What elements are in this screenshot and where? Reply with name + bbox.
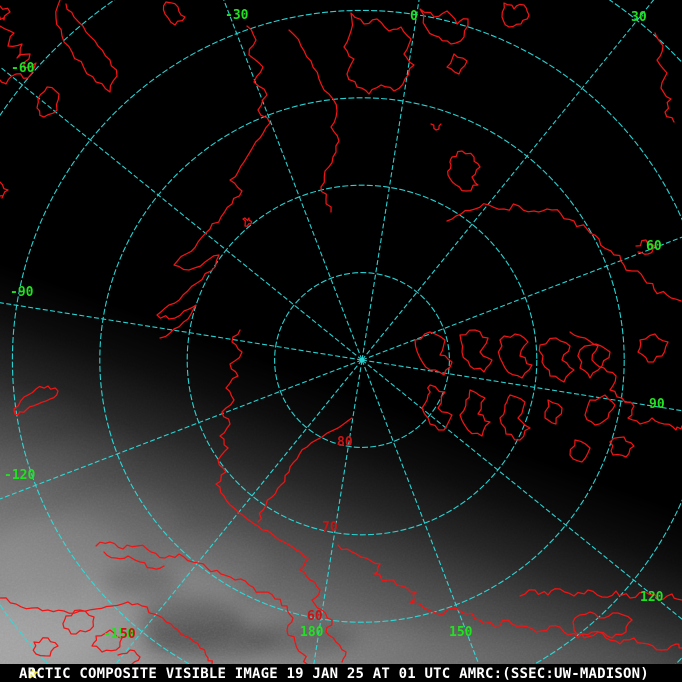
meridian-line-30 [361,0,655,361]
coastline-overlay [0,0,682,664]
coastline-path [446,203,682,302]
coastline-path [519,588,682,601]
lon-label-180: 180 [300,625,324,640]
coastline-path [577,343,611,379]
lat-label-60: 60 [307,609,323,624]
lon-label-120: 120 [640,590,664,605]
lon-label--60: -60 [11,61,35,76]
coastline-path [572,611,633,639]
meridian-line-150 [361,359,480,664]
meridian-line-120 [361,359,682,620]
meridian-line--60 [0,66,363,361]
coastline-path [569,331,682,431]
coastline-path [215,329,259,527]
coastline-path [497,333,533,379]
meridian-line--150 [115,359,363,664]
coastline-path [654,32,675,123]
coastline-path [0,25,37,85]
coastline-path [209,25,271,230]
coastline-path [288,29,340,213]
coastline-path [609,436,635,458]
coastline-path [501,2,530,28]
satellite-map: -60 -30 0 30 60 90 120 150 180 -150 -120 -90 80 70 60 5… [0,0,682,664]
image-noise-texture [0,0,682,664]
map-overlay-svg [0,0,682,664]
coastline-path [343,12,415,95]
coastline-path [538,337,575,383]
lat-label-70: 70 [322,520,338,535]
coastline-path [117,649,141,664]
coastline-path [459,329,493,373]
status-bar: ARCTIC COMPOSITE VISIBLE IMAGE 19 JAN 25… [0,664,682,682]
lon-label-0: 0 [410,9,418,24]
latitude-circle-60 [99,97,625,623]
coastline-path [419,8,469,45]
lon-label-90: 90 [649,397,665,412]
meridian-line--180 [313,359,363,664]
latitude-circle-70 [186,184,538,536]
coastline-path [95,541,308,664]
lon-label--90: -90 [10,285,34,300]
coastline-path [162,1,186,26]
coastline-path [0,5,11,21]
meridian-line--90 [0,302,363,361]
lat-label-80: 80 [337,435,353,450]
coastline-path [635,239,655,255]
coastline-path [91,629,123,653]
station-marker-icon [28,667,38,679]
coastline-path [257,417,353,523]
lat-label-50: 50 [120,627,136,642]
coastline-path [103,551,165,570]
lon-label--150: -150 [103,627,135,642]
coastline-path [156,228,220,339]
coastline-path [32,637,59,657]
meridian-line--30 [223,0,363,361]
coastline-path [62,609,95,635]
meridian-line-90 [361,359,682,412]
coastline-path [0,597,213,664]
coastline-path [421,384,453,431]
coastline-path [55,0,118,93]
coastline-path [446,53,468,75]
coastline-path [544,399,563,425]
coastline-path [447,150,481,192]
coastline-path [242,217,253,227]
coastline-path [337,544,682,651]
coastline-path [569,439,591,463]
coastline-path [257,525,347,663]
coastline-path [430,123,442,131]
coastline-path [637,333,669,363]
meridian-line--120 [0,359,363,500]
coastline-path [36,86,60,118]
coastline-path [414,331,453,376]
coastline-path [459,389,491,437]
meridian-line-0 [361,0,420,361]
coastline-path [0,181,9,199]
coastline-path [13,385,59,416]
meridian-line-60 [361,236,682,361]
status-bar-text: ARCTIC COMPOSITE VISIBLE IMAGE 19 JAN 25… [19,666,649,682]
lon-label--30: -30 [225,8,249,23]
coastline-path [584,394,616,426]
coastline-path [499,394,531,441]
north-pole-point [359,357,365,363]
lon-label-30: 30 [631,10,647,25]
lon-label-150: 150 [449,625,473,640]
lon-label--120: -120 [4,468,36,483]
lon-label-60: 60 [646,239,662,254]
